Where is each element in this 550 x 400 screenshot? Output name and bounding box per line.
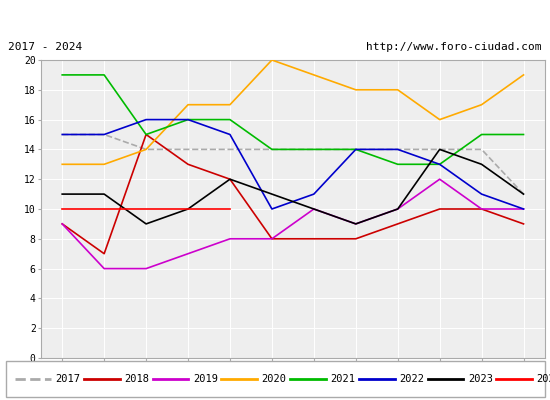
FancyBboxPatch shape [6, 361, 544, 397]
Text: 2019: 2019 [192, 374, 218, 384]
Text: http://www.foro-ciudad.com: http://www.foro-ciudad.com [366, 42, 542, 52]
Text: 2024: 2024 [536, 374, 550, 384]
Text: 2017: 2017 [55, 374, 80, 384]
Text: Evolucion del paro registrado en Riudaura: Evolucion del paro registrado en Riudaur… [114, 10, 436, 24]
Text: 2023: 2023 [468, 374, 493, 384]
Text: 2021: 2021 [330, 374, 355, 384]
Text: 2020: 2020 [262, 374, 287, 384]
Text: 2017 - 2024: 2017 - 2024 [8, 42, 82, 52]
Text: 2022: 2022 [399, 374, 424, 384]
Text: 2018: 2018 [124, 374, 149, 384]
